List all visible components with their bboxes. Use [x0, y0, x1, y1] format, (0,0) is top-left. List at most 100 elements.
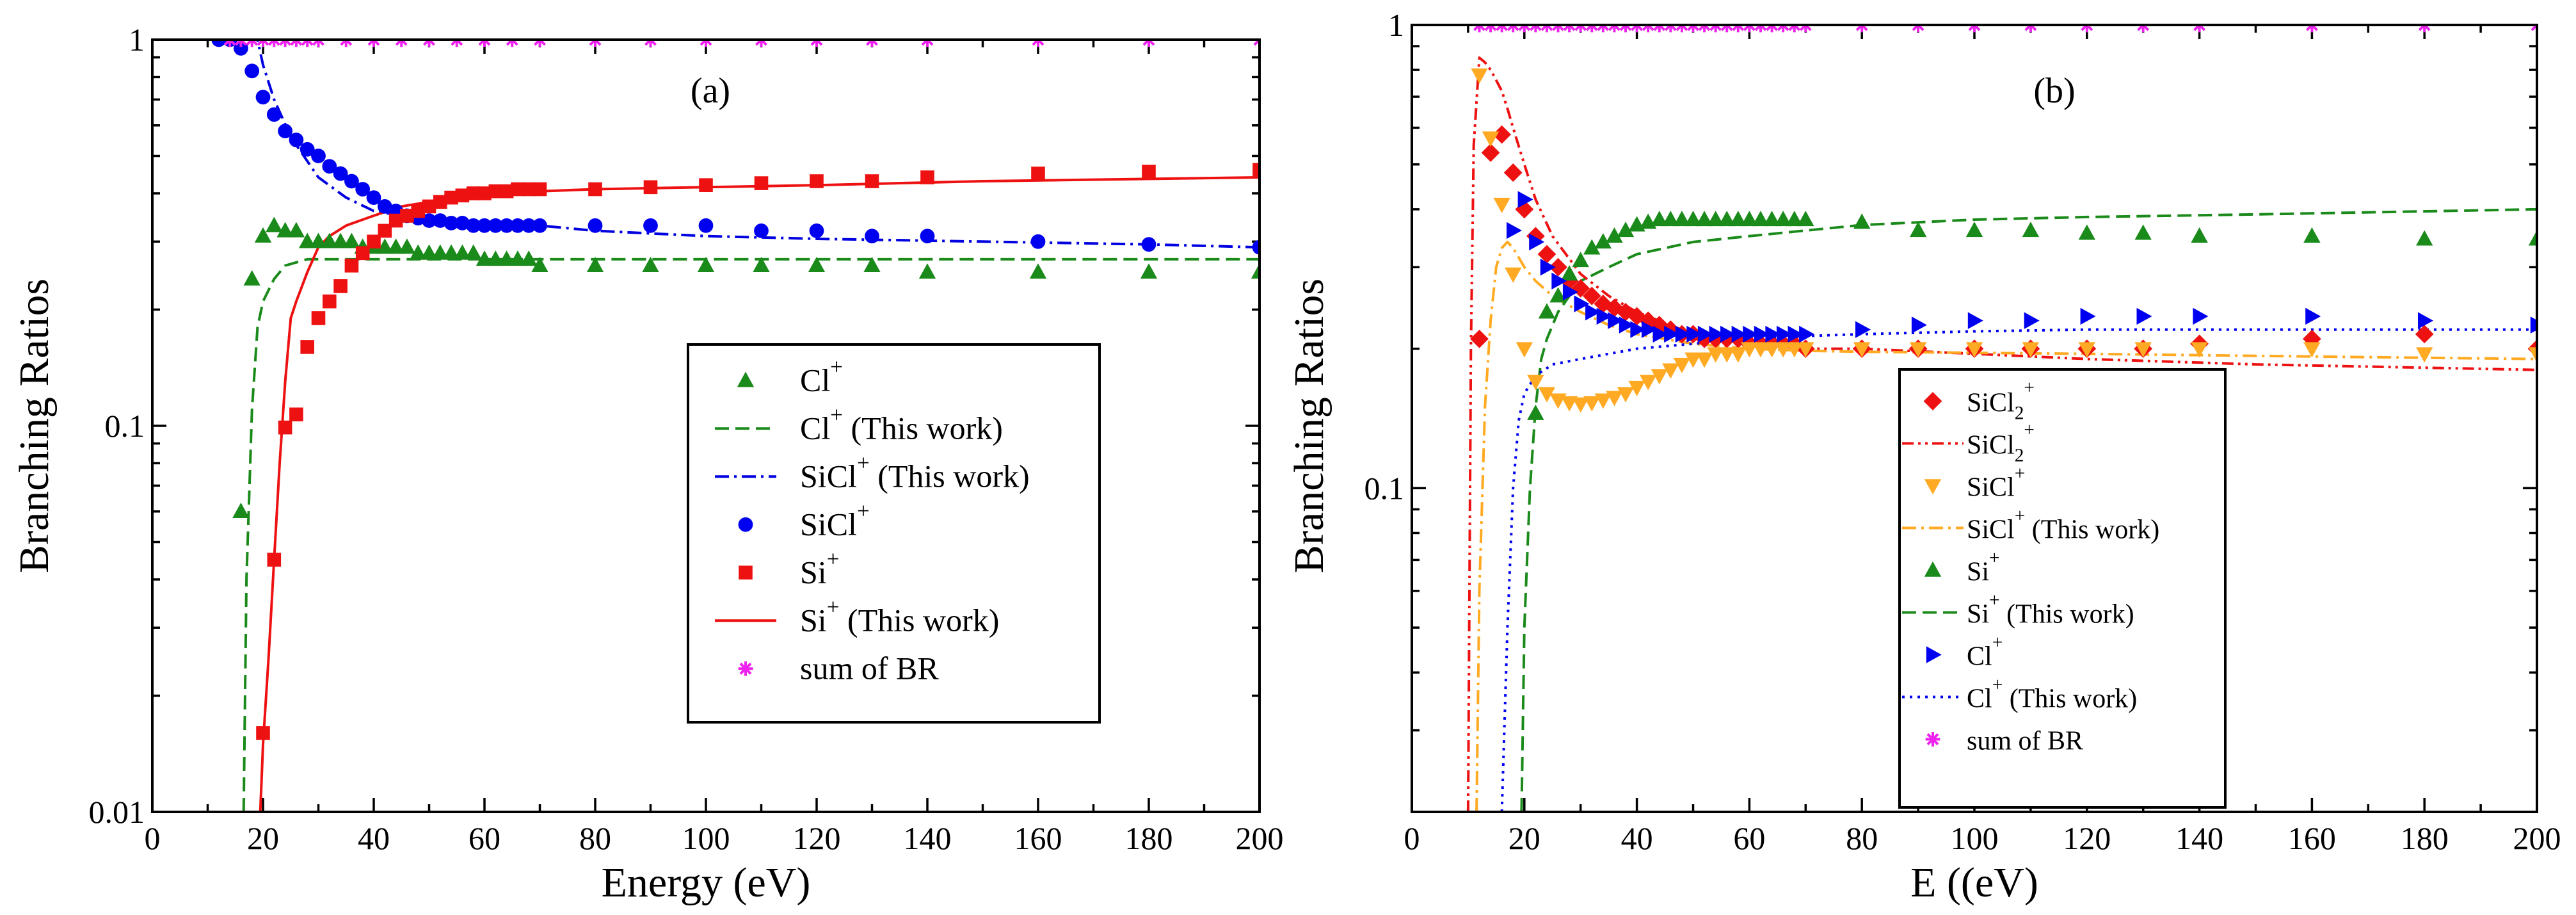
x-tick-label: 20	[247, 820, 279, 856]
data-point	[377, 198, 392, 214]
data-point	[243, 270, 260, 286]
data-point	[1606, 391, 1623, 407]
data-point	[863, 256, 881, 272]
legend-label: Cl+ (This work)	[800, 402, 1003, 446]
data-point	[289, 407, 303, 422]
legend-marker-swatch	[737, 371, 755, 387]
data-point	[1754, 325, 1770, 343]
data-point	[1630, 321, 1646, 338]
data-point	[344, 258, 359, 273]
legend-entry: Cl+ (This work)	[1902, 675, 2137, 714]
data-point	[1527, 404, 1544, 420]
legend-label: Si+ (This work)	[800, 594, 999, 638]
data-point	[1594, 233, 1612, 249]
x-tick-label: 40	[1621, 820, 1653, 856]
data-point	[310, 232, 327, 248]
x-tick-label: 100	[1951, 820, 1999, 856]
data-point	[476, 250, 493, 266]
data-point	[1709, 325, 1725, 343]
data-point	[1695, 352, 1713, 368]
data-point	[267, 553, 282, 567]
data-point	[643, 180, 658, 195]
legend-label: Si+ (This work)	[1967, 590, 2134, 629]
data-point	[211, 40, 227, 47]
data-point	[1252, 239, 1260, 255]
data-point	[1707, 347, 1724, 363]
data-point	[509, 250, 527, 266]
data-point	[1252, 163, 1260, 177]
data-point	[311, 149, 326, 163]
x-tick-label: 160	[1014, 820, 1062, 856]
data-point	[387, 238, 404, 254]
data-point	[1594, 393, 1612, 409]
data-point	[1572, 397, 1589, 413]
legend-marker-swatch	[1925, 732, 1940, 747]
legend-entry: Si+	[739, 546, 839, 590]
data-point	[2305, 307, 2321, 325]
series-markers-cl	[1507, 191, 2537, 343]
series-markers-si	[256, 163, 1260, 740]
x-tick-label: 0	[1404, 820, 1420, 856]
data-point	[444, 215, 459, 231]
data-point	[2528, 347, 2537, 363]
legend-label: SiCl+	[1967, 464, 2025, 503]
data-point	[2416, 230, 2433, 246]
series-markers-sicl	[1471, 68, 2537, 413]
data-point	[1752, 342, 1770, 358]
legend-entry: Cl+	[737, 354, 843, 398]
series-layer	[1466, 25, 2537, 812]
data-point	[1651, 211, 1668, 227]
data-point	[1507, 222, 1523, 239]
legend-marker-swatch	[738, 661, 753, 676]
data-point	[2418, 312, 2433, 329]
legend-entry: Cl+	[1926, 633, 2003, 672]
x-tick-label: 180	[1125, 820, 1173, 856]
x-tick-label: 60	[1733, 820, 1765, 856]
data-point	[588, 218, 603, 233]
data-point	[918, 263, 936, 279]
legend-marker-swatch	[739, 565, 753, 580]
legend-box	[1898, 368, 2227, 809]
data-point	[521, 218, 536, 233]
data-point	[1619, 316, 1635, 334]
data-point	[1030, 234, 1046, 249]
data-point	[2022, 222, 2040, 238]
data-point	[2416, 347, 2433, 363]
data-point	[1741, 342, 1758, 358]
legend-marker-swatch	[1926, 646, 1942, 663]
data-point	[1673, 357, 1691, 373]
plot-frame	[151, 38, 1261, 813]
data-point	[466, 186, 481, 200]
data-point	[2136, 307, 2152, 325]
data-point	[697, 256, 715, 272]
data-point	[642, 256, 659, 272]
x-tick-label: 120	[793, 820, 841, 856]
data-point	[1909, 342, 1927, 358]
x-tick-label: 60	[468, 820, 500, 856]
panel-a: 0 20 40 60 80 100 120 140 160 180 200 0.01 0.1 1 (a) En…	[11, 22, 1284, 906]
data-point	[266, 107, 282, 122]
legend-label: sum of BR	[1967, 727, 2083, 756]
legend: SiCl2+SiCl2+SiCl+SiCl+ (This work)Si+Si+…	[1898, 368, 2227, 809]
data-point	[1641, 321, 1657, 338]
data-point	[278, 124, 292, 139]
data-point	[343, 232, 360, 248]
x-tick-label: 20	[1508, 820, 1540, 856]
data-point	[266, 216, 283, 232]
legend-entry: sum of BR	[1925, 727, 2083, 756]
data-point	[1549, 257, 1567, 277]
legend-entry: Si+ (This work)	[1902, 590, 2134, 629]
series-line-sicl-this-work	[1475, 240, 2537, 812]
data-point	[355, 182, 371, 197]
data-point	[2415, 325, 2434, 344]
legend-marker-swatch	[1923, 392, 1942, 410]
data-point	[520, 250, 538, 266]
legend-label: Si+	[1967, 548, 2000, 587]
data-point	[1697, 325, 1713, 343]
legend-label: SiCl+	[800, 498, 870, 542]
data-point	[254, 227, 272, 243]
data-point	[410, 244, 427, 260]
data-point	[2191, 227, 2208, 243]
data-point	[532, 182, 547, 197]
data-point	[1628, 380, 1645, 396]
